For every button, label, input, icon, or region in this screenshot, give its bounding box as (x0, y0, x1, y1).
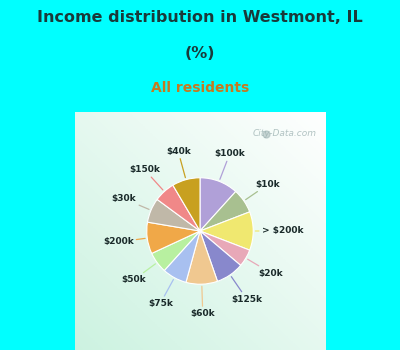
Wedge shape (200, 178, 236, 231)
Wedge shape (173, 178, 200, 231)
Text: (%): (%) (185, 46, 215, 61)
Text: $100k: $100k (214, 149, 245, 179)
Text: $75k: $75k (148, 280, 173, 308)
Wedge shape (164, 231, 200, 282)
Text: Income distribution in Westmont, IL: Income distribution in Westmont, IL (37, 10, 363, 26)
Text: $20k: $20k (248, 259, 283, 278)
Text: $125k: $125k (231, 276, 262, 303)
Text: All residents: All residents (151, 80, 249, 94)
Wedge shape (200, 231, 250, 265)
Text: $50k: $50k (121, 264, 156, 285)
Text: $40k: $40k (166, 147, 190, 177)
Text: $10k: $10k (246, 180, 280, 200)
Wedge shape (148, 199, 200, 231)
Wedge shape (200, 231, 241, 281)
Wedge shape (147, 222, 200, 253)
Text: $30k: $30k (112, 194, 149, 209)
Wedge shape (200, 191, 250, 231)
Wedge shape (200, 212, 253, 250)
Text: City-Data.com: City-Data.com (252, 130, 316, 138)
Wedge shape (152, 231, 200, 271)
Wedge shape (157, 185, 200, 231)
Text: $200k: $200k (103, 238, 145, 246)
Text: $60k: $60k (190, 286, 215, 318)
Text: > $200k: > $200k (255, 226, 303, 236)
Wedge shape (186, 231, 218, 284)
Text: $150k: $150k (129, 165, 163, 190)
